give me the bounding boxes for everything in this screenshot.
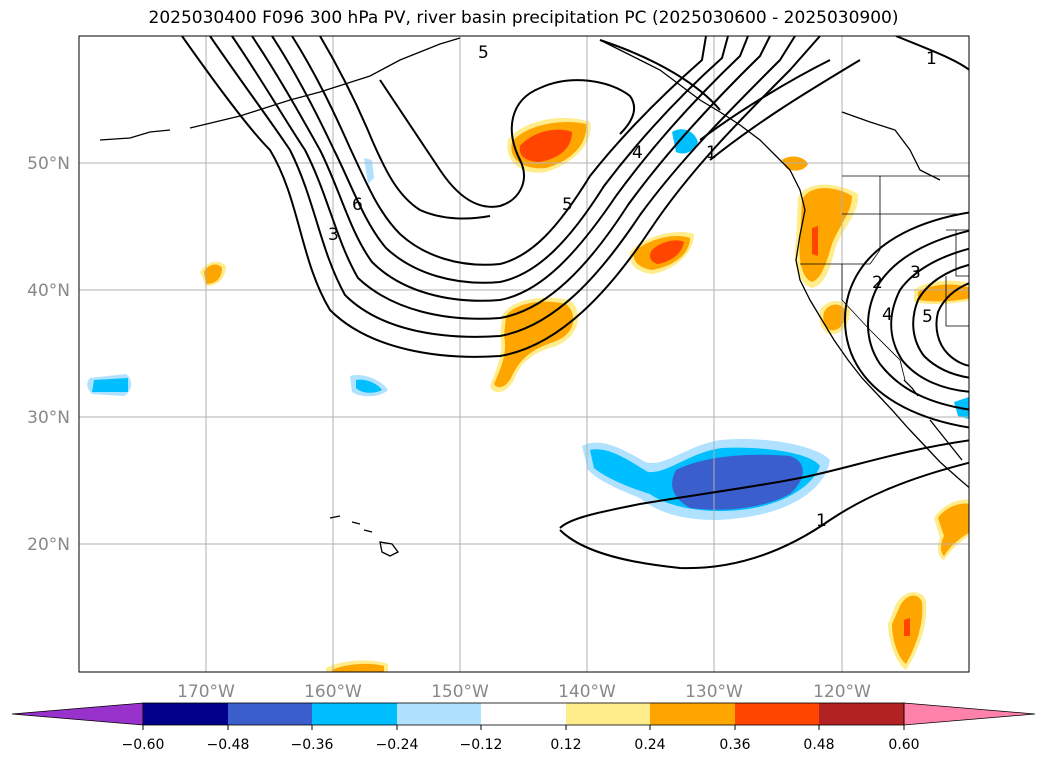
pv-contours bbox=[181, 36, 969, 570]
pv-contour-label: 3 bbox=[328, 225, 339, 245]
lon-tick-label: 150°W bbox=[431, 682, 489, 702]
pv-contour-label: 5 bbox=[478, 43, 489, 63]
colorbar-tick-label: 0.60 bbox=[888, 737, 919, 753]
colorbar-tick-label: 0.48 bbox=[803, 737, 834, 753]
pv-contour-label: 6 bbox=[352, 195, 363, 215]
pv-contour-label: 5 bbox=[562, 195, 573, 215]
lon-tick-label: 120°W bbox=[813, 682, 871, 702]
lat-tick-label: 40°N bbox=[27, 281, 70, 301]
map-frame bbox=[78, 35, 970, 673]
colorbar-extend-left bbox=[11, 702, 144, 726]
lon-tick-label: 130°W bbox=[685, 682, 743, 702]
colorbar-extend-right bbox=[903, 702, 1036, 726]
colorbar-segment bbox=[735, 703, 819, 725]
pv-contour-label: 3 bbox=[910, 263, 921, 283]
pv-contour-label: 1 bbox=[706, 143, 717, 163]
lon-tick-labels: 170°W 160°W 150°W 140°W 130°W 120°W bbox=[177, 682, 871, 702]
coastlines bbox=[99, 37, 969, 557]
colorbar-segment bbox=[397, 703, 481, 725]
colorbar-tick-label: 0.36 bbox=[719, 737, 750, 753]
state-borders bbox=[800, 175, 969, 381]
colorbar-segment bbox=[312, 703, 397, 725]
colorbar-tick-label: 0.12 bbox=[550, 737, 581, 753]
pv-contour-label: 4 bbox=[882, 305, 893, 325]
pv-contour-label: 5 bbox=[922, 307, 933, 327]
colorbar-segment bbox=[566, 703, 650, 725]
colorbar-segment bbox=[819, 703, 904, 725]
pv-contour-label: 1 bbox=[816, 511, 827, 531]
colorbar: −0.60 −0.48 −0.36 −0.24 −0.12 0.12 0.24 … bbox=[11, 702, 1036, 753]
colorbar-segment bbox=[481, 703, 566, 725]
lat-tick-label: 50°N bbox=[27, 154, 70, 174]
map-plot: 5 6 3 4 5 1 2 3 4 5 1 1 bbox=[79, 36, 969, 672]
pv-contour-labels: 5 6 3 4 5 1 2 3 4 5 1 1 bbox=[328, 43, 937, 531]
pv-contour-label: 1 bbox=[926, 49, 937, 69]
lat-tick-labels: 20°N 30°N 40°N 50°N bbox=[27, 154, 70, 555]
lat-tick-label: 30°N bbox=[27, 408, 70, 428]
colorbar-tick-label: 0.24 bbox=[634, 737, 665, 753]
precip-shading bbox=[87, 118, 969, 672]
map-title: 2025030400 F096 300 hPa PV, river basin … bbox=[148, 8, 899, 28]
colorbar-segment bbox=[650, 703, 735, 725]
lon-tick-label: 170°W bbox=[177, 682, 235, 702]
pv-contour-label: 4 bbox=[632, 143, 643, 163]
colorbar-tick-label: −0.60 bbox=[122, 737, 165, 753]
colorbar-tick-label: −0.48 bbox=[207, 737, 250, 753]
lon-tick-label: 160°W bbox=[304, 682, 362, 702]
colorbar-tick-label: −0.24 bbox=[376, 737, 419, 753]
lon-tick-label: 140°W bbox=[558, 682, 616, 702]
colorbar-segment bbox=[228, 703, 312, 725]
lat-tick-label: 20°N bbox=[27, 535, 70, 555]
pv-contour-label: 2 bbox=[872, 273, 883, 293]
colorbar-segment bbox=[143, 703, 228, 725]
colorbar-tick-label: −0.12 bbox=[460, 737, 503, 753]
colorbar-tick-label: −0.36 bbox=[291, 737, 334, 753]
gridlines bbox=[79, 36, 969, 672]
